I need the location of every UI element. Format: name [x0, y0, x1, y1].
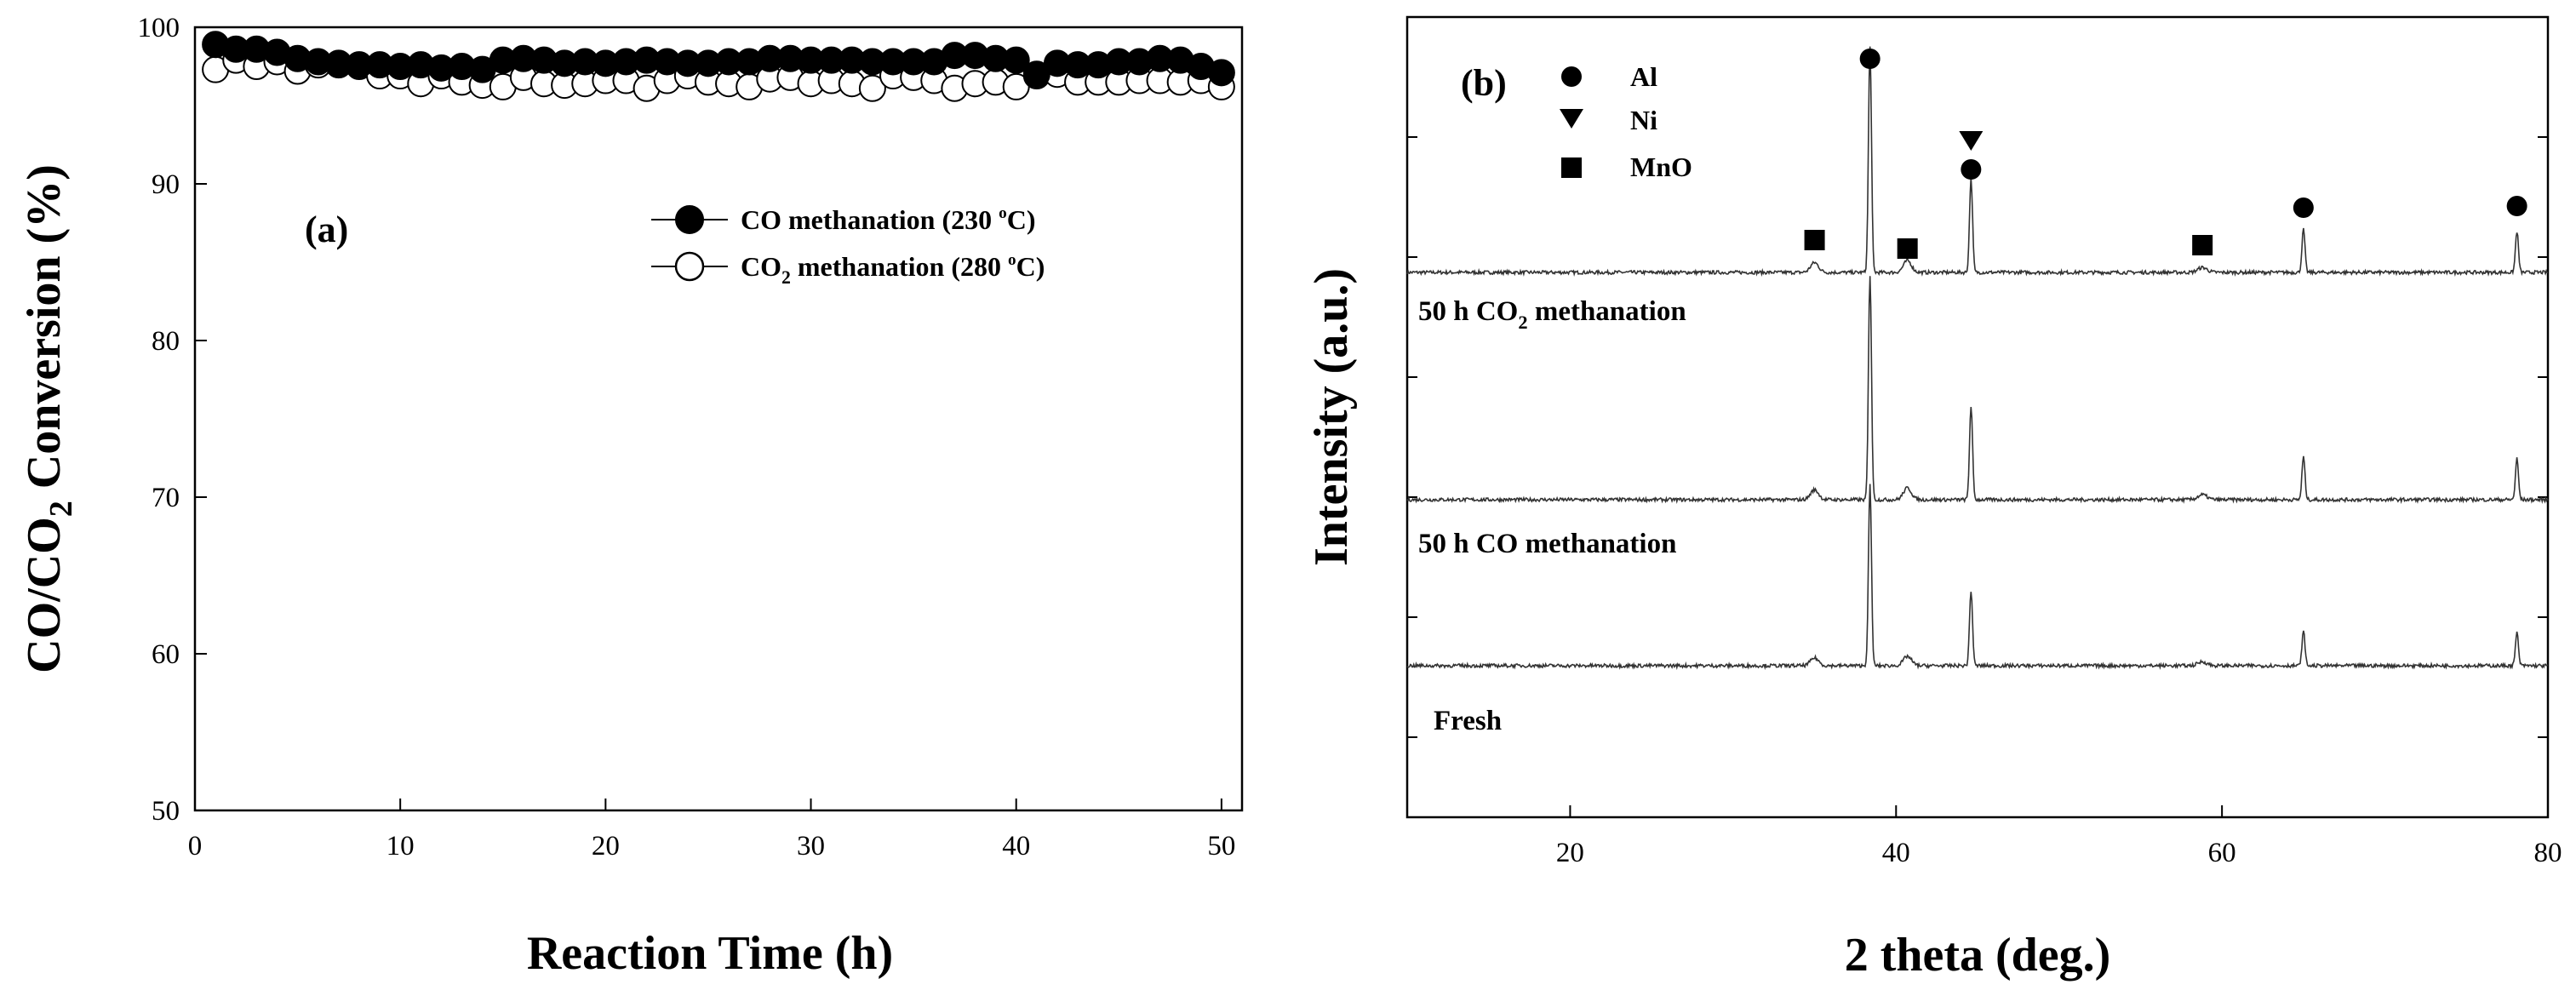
marker-mno — [1897, 238, 1918, 259]
panel-b: 20 40 60 80 (b) Al Ni MnO 50 h CO2 methanat… — [1305, 15, 2562, 982]
xrd-pattern-0 — [1406, 46, 2549, 278]
marker-mno — [1804, 230, 1825, 250]
legend-label-ni: Ni — [1630, 105, 1657, 135]
marker-ni — [1959, 131, 1984, 151]
y-tick-label-a: 80 — [152, 326, 180, 357]
point-co — [1207, 59, 1235, 87]
x-tick-label-b: 60 — [2208, 838, 2236, 868]
plot-frame-a — [193, 26, 1244, 812]
point-co2 — [858, 74, 886, 102]
legend-marker-co — [675, 205, 704, 234]
marker-al — [1961, 159, 1982, 180]
x-tick-label-a: 40 — [1002, 831, 1030, 861]
x-tick-label-a: 30 — [797, 831, 825, 861]
y-tick-label-a: 50 — [152, 796, 180, 827]
legend-label-co: CO methanation (230 oC) — [741, 204, 1035, 235]
legend-label-co2: CO2 methanation (280 oC) — [741, 251, 1045, 288]
xrd-pattern-2 — [1406, 484, 2549, 671]
legend-marker-mno — [1561, 157, 1582, 178]
legend-b: Al Ni MnO — [1560, 61, 1692, 182]
curve-label-co: 50 h CO methanation — [1418, 529, 1676, 559]
x-axis-title-b: 2 theta (deg.) — [1845, 929, 2111, 982]
panel-a: 0 10 20 30 40 50 50 60 70 80 90 100 (a) CO methanat… — [18, 13, 1244, 980]
marker-al — [2293, 197, 2314, 218]
y-tick-label-a: 70 — [152, 483, 180, 513]
legend-a: CO methanation (230 oC) CO2 methanation … — [651, 204, 1045, 288]
panel-label-b: (b) — [1461, 62, 1507, 104]
x-tick-label-a: 20 — [592, 831, 620, 861]
x-tick-label-b: 80 — [2534, 838, 2562, 868]
y-tick-label-a: 90 — [152, 169, 180, 200]
point-co — [1002, 46, 1030, 74]
legend-label-mno: MnO — [1630, 152, 1692, 182]
legend-marker-co2 — [674, 251, 705, 282]
ticks-b: 20 40 60 80 — [1407, 136, 2562, 868]
y-axis-title-b: Intensity (a.u.) — [1305, 268, 1358, 566]
curve-label-fresh: Fresh — [1434, 706, 1502, 736]
panel-label-a: (a) — [305, 209, 348, 250]
plot-frame-b — [1405, 15, 2550, 819]
x-axis-title-a: Reaction Time (h) — [527, 927, 893, 980]
xrd-patterns — [1406, 46, 2549, 671]
y-axis-title-a: CO/CO2 Conversion (%) — [18, 164, 79, 673]
marker-al — [1859, 49, 1880, 69]
legend-marker-ni — [1560, 109, 1583, 129]
y-tick-label-a: 60 — [152, 639, 180, 670]
marker-al — [2506, 196, 2527, 216]
x-tick-label-a: 0 — [188, 831, 203, 861]
ticks-a: 0 10 20 30 40 50 50 60 70 80 90 100 — [138, 13, 1236, 861]
phase-markers — [1804, 49, 2527, 259]
legend-label-al: Al — [1630, 61, 1657, 92]
legend-marker-al — [1561, 66, 1582, 87]
x-tick-label-b: 20 — [1556, 838, 1584, 868]
x-tick-label-b: 40 — [1882, 838, 1910, 868]
y-tick-label-a: 100 — [138, 13, 180, 43]
xrd-pattern-1 — [1406, 276, 2549, 505]
x-tick-label-a: 10 — [386, 831, 415, 861]
points-a — [202, 31, 1235, 102]
x-tick-label-a: 50 — [1207, 831, 1235, 861]
marker-mno — [2192, 235, 2213, 255]
curve-label-co2: 50 h CO2 methanation — [1418, 296, 1686, 333]
